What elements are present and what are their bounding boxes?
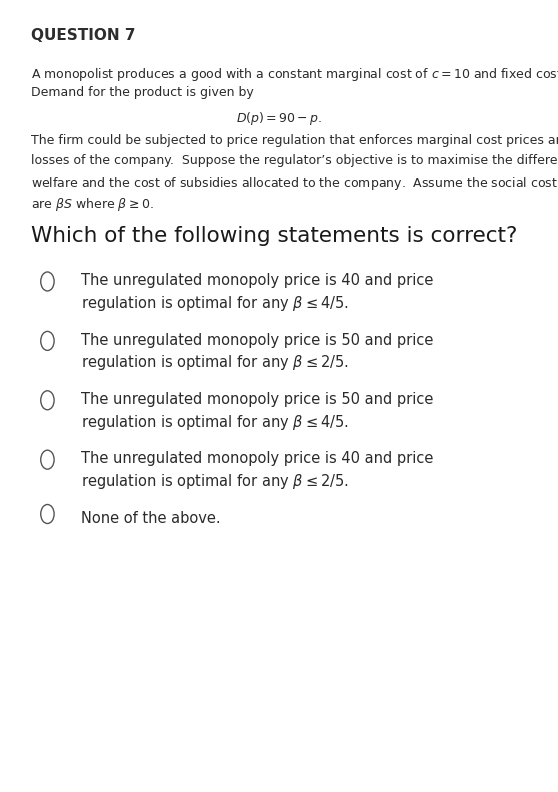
Text: are $\beta S$ where $\beta \geq 0$.: are $\beta S$ where $\beta \geq 0$.: [31, 196, 153, 212]
Text: Demand for the product is given by: Demand for the product is given by: [31, 86, 253, 99]
Text: QUESTION 7: QUESTION 7: [31, 28, 135, 43]
Text: The unregulated monopoly price is 50 and price: The unregulated monopoly price is 50 and…: [81, 333, 433, 348]
Text: The firm could be subjected to price regulation that enforces marginal cost pric: The firm could be subjected to price reg…: [31, 134, 558, 147]
Text: regulation is optimal for any $\beta \leq 4/5$.: regulation is optimal for any $\beta \le…: [81, 294, 349, 313]
Text: The unregulated monopoly price is 40 and price: The unregulated monopoly price is 40 and…: [81, 451, 433, 466]
Text: regulation is optimal for any $\beta \leq 2/5$.: regulation is optimal for any $\beta \le…: [81, 472, 349, 491]
Text: $D(p) = 90 - p.$: $D(p) = 90 - p.$: [236, 110, 322, 127]
Text: A monopolist produces a good with a constant marginal cost of $c = 10$ and fixed: A monopolist produces a good with a cons…: [31, 66, 558, 82]
Text: Which of the following statements is correct?: Which of the following statements is cor…: [31, 226, 517, 246]
Text: regulation is optimal for any $\beta \leq 2/5$.: regulation is optimal for any $\beta \le…: [81, 353, 349, 372]
Text: regulation is optimal for any $\beta \leq 4/5$.: regulation is optimal for any $\beta \le…: [81, 413, 349, 432]
Text: The unregulated monopoly price is 40 and price: The unregulated monopoly price is 40 and…: [81, 273, 433, 288]
Text: The unregulated monopoly price is 50 and price: The unregulated monopoly price is 50 and…: [81, 392, 433, 407]
Text: losses of the company.  Suppose the regulator’s objective is to maximise the dif: losses of the company. Suppose the regul…: [31, 154, 558, 167]
Text: welfare and the cost of subsidies allocated to the company.  Assume the social c: welfare and the cost of subsidies alloca…: [31, 175, 558, 192]
Text: None of the above.: None of the above.: [81, 511, 220, 526]
